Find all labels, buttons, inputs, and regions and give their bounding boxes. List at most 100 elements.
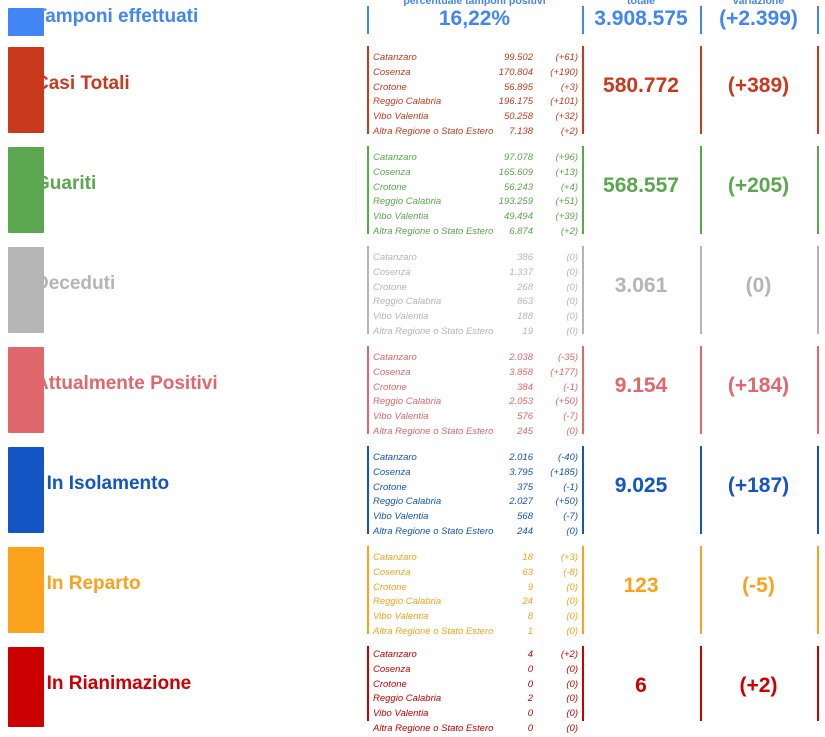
- row-label-guariti: Guariti: [35, 173, 97, 194]
- breakdown-province-value: 0: [527, 663, 533, 675]
- province-breakdown-attualmente-positivi: Catanzaro 2.038 (-35) Cosenza 3.858 (+177) Cro…: [373, 351, 578, 440]
- column-separator-1: [367, 6, 369, 34]
- breakdown-row: Vibo Valentia 50.258 (+32): [373, 110, 578, 125]
- row-label-tamponi-effettuati: Tamponi effettuati: [35, 6, 199, 27]
- breakdown-province-value: 1: [527, 625, 533, 637]
- column-separator-1: [367, 346, 369, 434]
- breakdown-province-delta: (+185): [550, 466, 578, 478]
- row-label-in-isolamento: - In Isolamento: [35, 473, 170, 494]
- stat-row-casi-totali: Casi Totali Catanzaro 99.502 (+61) Cosenza 17…: [0, 40, 825, 140]
- breakdown-province-delta: (+32): [555, 111, 578, 123]
- province-breakdown-guariti: Catanzaro 97.078 (+96) Cosenza 165.609 (+13) C…: [373, 151, 578, 240]
- breakdown-row: Crotone 56.895 (+3): [373, 81, 578, 96]
- breakdown-row: Reggio Calabria 2.027 (+50): [373, 495, 578, 510]
- breakdown-province-value: 8: [527, 611, 533, 623]
- breakdown-row: Cosenza 63 (-8): [373, 566, 578, 581]
- breakdown-province-name: Vibo Valentia: [373, 708, 429, 720]
- breakdown-province-name: Vibo Valentia: [373, 311, 429, 323]
- total-value-tamponi-effettuati: 3.908.575: [594, 7, 688, 30]
- province-breakdown-in-isolamento: Catanzaro 2.016 (-40) Cosenza 3.795 (+185) Cro…: [373, 451, 578, 540]
- breakdown-row: Vibo Valentia 188 (0): [373, 310, 578, 325]
- breakdown-province-delta: (0): [566, 663, 578, 675]
- breakdown-row: Altra Regione o Stato Estero 244 (0): [373, 525, 578, 540]
- breakdown-province-value: 24: [522, 596, 533, 608]
- breakdown-province-delta: (+51): [555, 196, 578, 208]
- breakdown-province-name: Altra Regione o Stato Estero: [373, 225, 494, 237]
- column-separator-1: [367, 146, 369, 234]
- breakdown-province-name: Cosenza: [373, 66, 411, 78]
- stat-row-attualmente-positivi: Attualmente Positivi Catanzaro 2.038 (-35) C…: [0, 340, 825, 440]
- column-separator-3: [700, 246, 702, 334]
- total-value-in-reparto: 123: [623, 574, 659, 597]
- breakdown-row: Crotone 375 (-1): [373, 481, 578, 496]
- breakdown-row: Cosenza 170.804 (+190): [373, 66, 578, 81]
- column-header-strip: percentuale tamponi positivi totale vari…: [0, 0, 825, 9]
- column-separator-2: [582, 246, 584, 334]
- breakdown-province-value: 56.895: [503, 81, 533, 93]
- breakdown-province-delta: (+190): [550, 66, 578, 78]
- color-swatch-casi-totali: [8, 47, 44, 133]
- breakdown-province-delta: (0): [566, 581, 578, 593]
- breakdown-province-value: 56.243: [503, 181, 533, 193]
- variation-value-in-reparto: (-5): [742, 574, 775, 597]
- breakdown-row: Crotone 56.243 (+4): [373, 181, 578, 196]
- breakdown-row: Catanzaro 97.078 (+96): [373, 151, 578, 166]
- column-header-totale: totale: [626, 0, 655, 7]
- breakdown-row: Altra Regione o Stato Estero 0 (0): [373, 722, 578, 737]
- column-separator-3: [700, 546, 702, 634]
- breakdown-province-value: 7.138: [509, 125, 533, 137]
- breakdown-province-name: Cosenza: [373, 266, 411, 278]
- breakdown-province-name: Reggio Calabria: [373, 496, 442, 508]
- breakdown-province-delta: (0): [566, 266, 578, 278]
- breakdown-province-value: 165.609: [498, 166, 533, 178]
- column-separator-2: [582, 146, 584, 234]
- breakdown-province-delta: (0): [566, 611, 578, 623]
- column-separator-2: [582, 446, 584, 534]
- breakdown-province-name: Crotone: [373, 381, 407, 393]
- breakdown-province-name: Cosenza: [373, 466, 411, 478]
- breakdown-row: Altra Regione o Stato Estero 7.138 (+2): [373, 125, 578, 140]
- breakdown-province-name: Catanzaro: [373, 352, 417, 363]
- breakdown-province-name: Altra Regione o Stato Estero: [373, 525, 494, 537]
- breakdown-province-delta: (+61): [555, 52, 578, 63]
- breakdown-row: Catanzaro 386 (0): [373, 251, 578, 266]
- breakdown-province-delta: (+3): [560, 552, 578, 563]
- variation-value-guariti: (+205): [727, 174, 790, 197]
- column-separator-1: [367, 246, 369, 334]
- row-label-in-reparto: - In Reparto: [35, 573, 141, 594]
- breakdown-province-name: Vibo Valentia: [373, 511, 429, 523]
- breakdown-province-value: 63: [522, 566, 533, 578]
- row-label-deceduti: Deceduti: [35, 273, 116, 294]
- variation-value-in-isolamento: (+187): [727, 474, 790, 497]
- breakdown-province-value: 2.038: [509, 352, 533, 363]
- breakdown-province-name: Vibo Valentia: [373, 411, 429, 423]
- column-separator-4: [817, 6, 819, 34]
- variation-value-attualmente-positivi: (+184): [727, 374, 790, 397]
- breakdown-row: Altra Regione o Stato Estero 245 (0): [373, 425, 578, 440]
- column-separator-3: [700, 646, 702, 721]
- breakdown-row: Crotone 384 (-1): [373, 381, 578, 396]
- breakdown-province-name: Vibo Valentia: [373, 111, 429, 123]
- color-swatch-deceduti: [8, 247, 44, 333]
- breakdown-province-name: Altra Regione o Stato Estero: [373, 722, 494, 734]
- breakdown-province-name: Vibo Valentia: [373, 611, 429, 623]
- column-separator-4: [817, 246, 819, 334]
- breakdown-province-name: Reggio Calabria: [373, 96, 442, 108]
- breakdown-province-delta: (0): [566, 425, 578, 437]
- breakdown-province-name: Vibo Valentia: [373, 211, 429, 223]
- breakdown-province-value: 3.795: [509, 466, 533, 478]
- breakdown-province-value: 2.053: [509, 396, 533, 408]
- breakdown-row: Reggio Calabria 196.175 (+101): [373, 95, 578, 110]
- total-value-in-rianimazione: 6: [635, 674, 647, 697]
- column-separator-2: [582, 6, 584, 34]
- column-separator-3: [700, 346, 702, 434]
- breakdown-province-delta: (+3): [560, 81, 578, 93]
- breakdown-province-value: 375: [517, 481, 533, 493]
- column-separator-1: [367, 446, 369, 534]
- breakdown-row: Reggio Calabria 24 (0): [373, 595, 578, 610]
- breakdown-province-delta: (-8): [563, 566, 578, 578]
- breakdown-province-value: 244: [517, 525, 533, 537]
- breakdown-province-value: 0: [527, 708, 533, 720]
- breakdown-row: Vibo Valentia 49.494 (+39): [373, 210, 578, 225]
- breakdown-province-delta: (0): [566, 296, 578, 308]
